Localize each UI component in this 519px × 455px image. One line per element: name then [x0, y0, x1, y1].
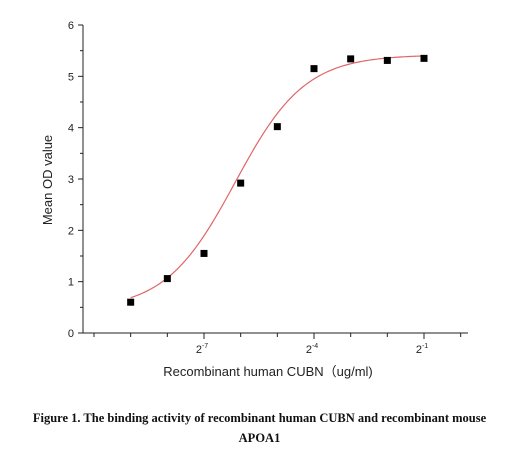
y-tick-label: 3 [68, 174, 74, 186]
fit-curve [130, 55, 425, 299]
x-tick-label: 2-7 [196, 343, 208, 356]
x-axis: 2-7 2-4 2-1 [83, 332, 468, 356]
y-axis-label: Mean OD value [40, 135, 55, 225]
data-point [347, 55, 355, 63]
y-tick-label: 0 [68, 328, 74, 340]
data-point [163, 275, 171, 283]
x-tick-label: 2-1 [416, 343, 428, 356]
x-tick-label: 2-4 [306, 343, 318, 356]
data-point [237, 179, 245, 187]
y-axis: 0 1 2 3 4 5 6 [68, 20, 84, 340]
data-point [200, 249, 208, 257]
caption-line-2: APOA1 [238, 431, 281, 445]
data-points [127, 54, 428, 306]
y-tick-label: 5 [68, 71, 74, 83]
data-point [383, 56, 391, 64]
x-axis-label: Recombinant human CUBN（ug/ml) [163, 364, 373, 379]
y-tick-label: 1 [68, 277, 74, 289]
y-tick-label: 2 [68, 225, 74, 237]
y-tick-label: 4 [68, 123, 74, 135]
data-point [420, 54, 428, 62]
y-tick-label: 6 [68, 20, 74, 32]
data-point [310, 65, 318, 73]
figure-caption: Figure 1. The binding activity of recomb… [0, 408, 519, 448]
caption-line-1: Figure 1. The binding activity of recomb… [32, 411, 487, 425]
data-point [273, 123, 281, 131]
data-point [127, 298, 135, 306]
binding-activity-chart: 0 1 2 3 4 5 6 2-7 2-4 2-1 Mean OD value Recombin… [40, 20, 468, 379]
